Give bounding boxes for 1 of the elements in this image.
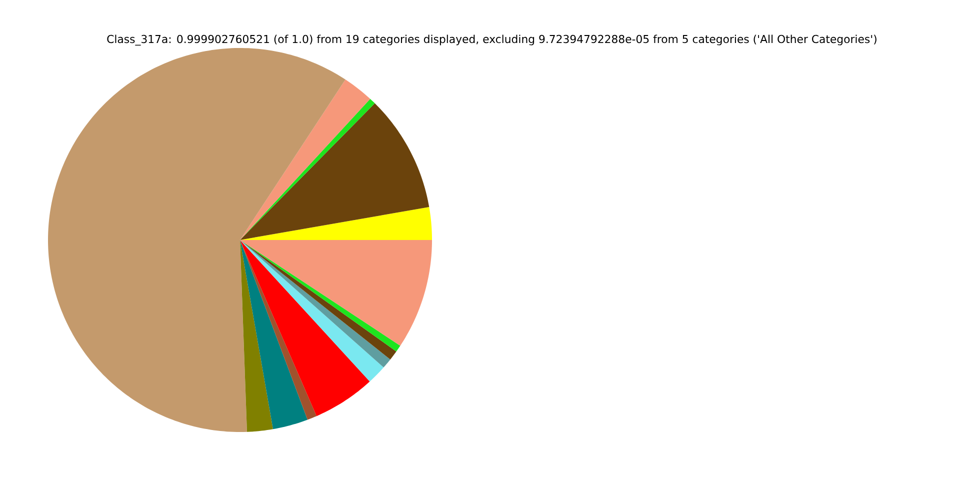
text: Class_317a: 0.999902760521 (of 1.0) from 19 categories displayed, excluding 9.72394792288e-05 from 5 categories ('All Other Categories')	[107, 34, 876, 46]
